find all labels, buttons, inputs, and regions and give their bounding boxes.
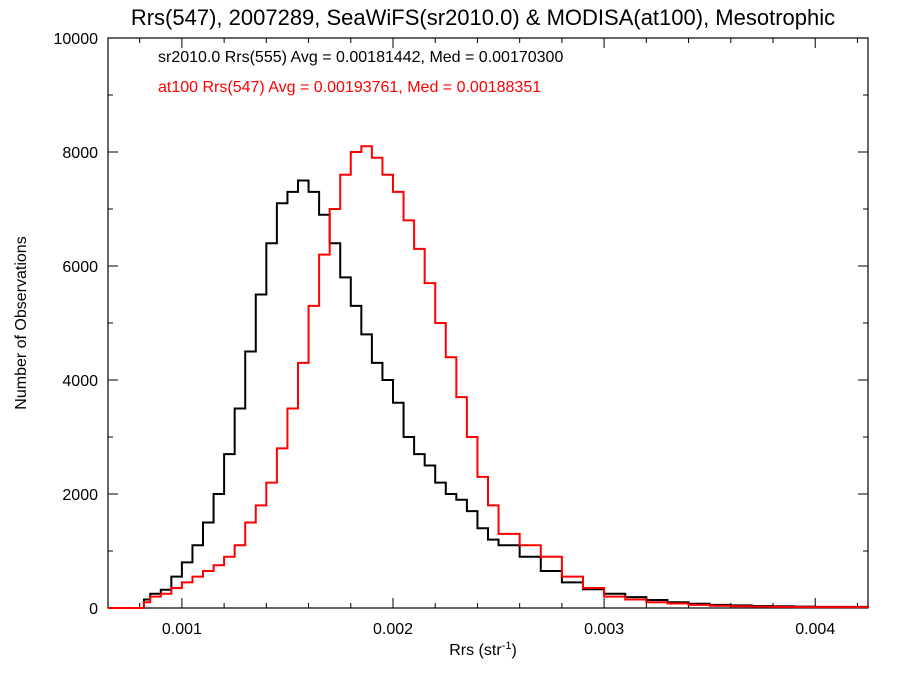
chart-title: Rrs(547), 2007289, SeaWiFS(sr2010.0) & M… [131, 5, 835, 30]
series-line-at100 [108, 145, 869, 609]
series-line-sr2010 [108, 179, 869, 609]
annotation-at100: at100 Rrs(547) Avg = 0.00193761, Med = 0… [158, 79, 541, 96]
x-axis-label-close: ) [511, 642, 516, 659]
y-tick-label: 4000 [62, 373, 98, 390]
y-tick-label: 8000 [62, 145, 98, 162]
y-axis-label: Number of Observations [13, 236, 30, 409]
x-axis-label: Rrs (str-1) [449, 640, 517, 659]
x-tick-label: 0.001 [162, 621, 202, 638]
y-tick-label: 10000 [54, 31, 99, 48]
series-layer [108, 145, 869, 609]
axis-ticks [108, 37, 868, 609]
y-tick-label: 0 [89, 601, 98, 618]
axis-tick-labels: 0.001 0.002 0.003 0.004 0 2000 4000 6000 8000 100… [54, 31, 836, 638]
x-tick-label: 0.003 [584, 621, 624, 638]
x-axis-label-main: Rrs (str [449, 642, 502, 659]
annotation-sr2010: sr2010.0 Rrs(555) Avg = 0.00181442, Med … [158, 49, 563, 66]
x-tick-label: 0.004 [795, 621, 835, 638]
y-tick-label: 2000 [62, 487, 98, 504]
x-tick-label: 0.002 [373, 621, 413, 638]
y-tick-label: 6000 [62, 259, 98, 276]
x-axis-label-superscript: -1 [502, 640, 512, 652]
plot-frame [107, 37, 869, 609]
